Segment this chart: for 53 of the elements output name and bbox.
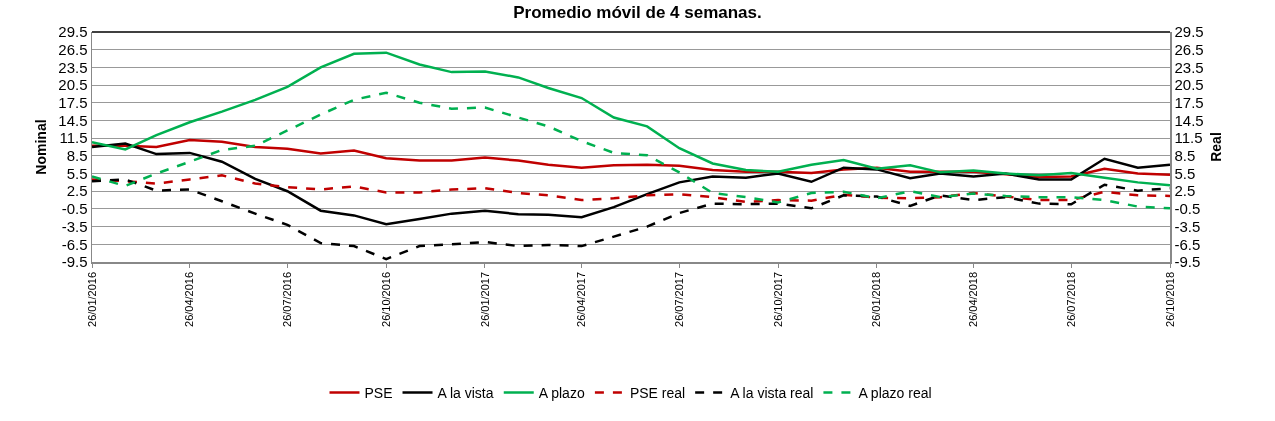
line-series bbox=[92, 51, 1170, 187]
y-tick-label: 2.5 bbox=[66, 182, 88, 200]
y-tick-label: -9.5 bbox=[61, 253, 88, 271]
y2-tick-label: -6.5 bbox=[1174, 235, 1201, 253]
legend-label: A plazo real bbox=[858, 385, 932, 402]
x-tick-label: 26/07/2018 bbox=[1064, 271, 1077, 327]
y2-tick-label: 20.5 bbox=[1174, 76, 1204, 94]
y2-tick-label: -0.5 bbox=[1174, 200, 1201, 218]
x-tick-label: 26/07/2016 bbox=[280, 271, 293, 327]
x-tick-label: 26/01/2018 bbox=[870, 271, 883, 327]
y-tick-label: -3.5 bbox=[61, 217, 88, 235]
x-tick-label: 26/10/2018 bbox=[1163, 271, 1176, 327]
x-tick-label: 26/04/2018 bbox=[967, 271, 980, 327]
y2-tick-label: 11.5 bbox=[1174, 129, 1203, 147]
x-tick-label: 26/10/2017 bbox=[771, 271, 784, 327]
y2-tick-label: 14.5 bbox=[1174, 111, 1204, 129]
y2-tick-label: 23.5 bbox=[1174, 58, 1204, 76]
legend-label: A plazo bbox=[538, 385, 585, 402]
x-tick-label: 26/01/2017 bbox=[478, 271, 491, 327]
y-tick-label: 17.5 bbox=[58, 94, 88, 112]
legend-label: PSE real bbox=[629, 385, 686, 402]
line-series bbox=[92, 91, 1170, 210]
y2-tick-label: -9.5 bbox=[1174, 253, 1201, 271]
legend-label: A la vista real bbox=[730, 385, 814, 402]
x-tick-label: 26/01/2016 bbox=[85, 271, 98, 327]
y-tick-label: 20.5 bbox=[58, 76, 88, 94]
x-tick-label: 26/04/2017 bbox=[575, 271, 588, 327]
x-tick-label: 26/10/2016 bbox=[379, 271, 392, 327]
y-tick-label: -0.5 bbox=[61, 200, 88, 218]
y-tick-label: 14.5 bbox=[58, 111, 88, 129]
y2-tick-label: -3.5 bbox=[1174, 217, 1201, 235]
y-tick-label: -6.5 bbox=[61, 235, 88, 253]
y-tick-label: 8.5 bbox=[66, 147, 88, 165]
y2-axis-title: Real bbox=[1207, 132, 1224, 162]
legend-label: PSE bbox=[364, 385, 393, 402]
chart-title: Promedio móvil de 4 semanas. bbox=[513, 3, 762, 23]
y2-tick-label: 29.5 bbox=[1174, 23, 1204, 41]
y-tick-label: 5.5 bbox=[66, 164, 88, 182]
y-tick-label: 23.5 bbox=[58, 58, 88, 76]
legend-label: A la vista bbox=[437, 385, 494, 402]
x-tick-label: 26/04/2016 bbox=[183, 271, 196, 327]
y-tick-label: 26.5 bbox=[58, 40, 88, 58]
y-tick-label: 29.5 bbox=[58, 23, 88, 41]
y2-tick-label: 8.5 bbox=[1174, 147, 1196, 165]
y2-tick-label: 5.5 bbox=[1174, 164, 1196, 182]
line-series bbox=[92, 174, 1170, 204]
line-series bbox=[92, 142, 1170, 226]
y2-tick-label: 26.5 bbox=[1174, 40, 1204, 58]
y2-tick-label: 17.5 bbox=[1174, 94, 1204, 112]
y-tick-label: 11.5 bbox=[59, 129, 88, 147]
y-axis-title: Nominal bbox=[33, 119, 50, 175]
x-tick-label: 26/07/2017 bbox=[672, 271, 685, 327]
y2-tick-label: 2.5 bbox=[1174, 182, 1196, 200]
